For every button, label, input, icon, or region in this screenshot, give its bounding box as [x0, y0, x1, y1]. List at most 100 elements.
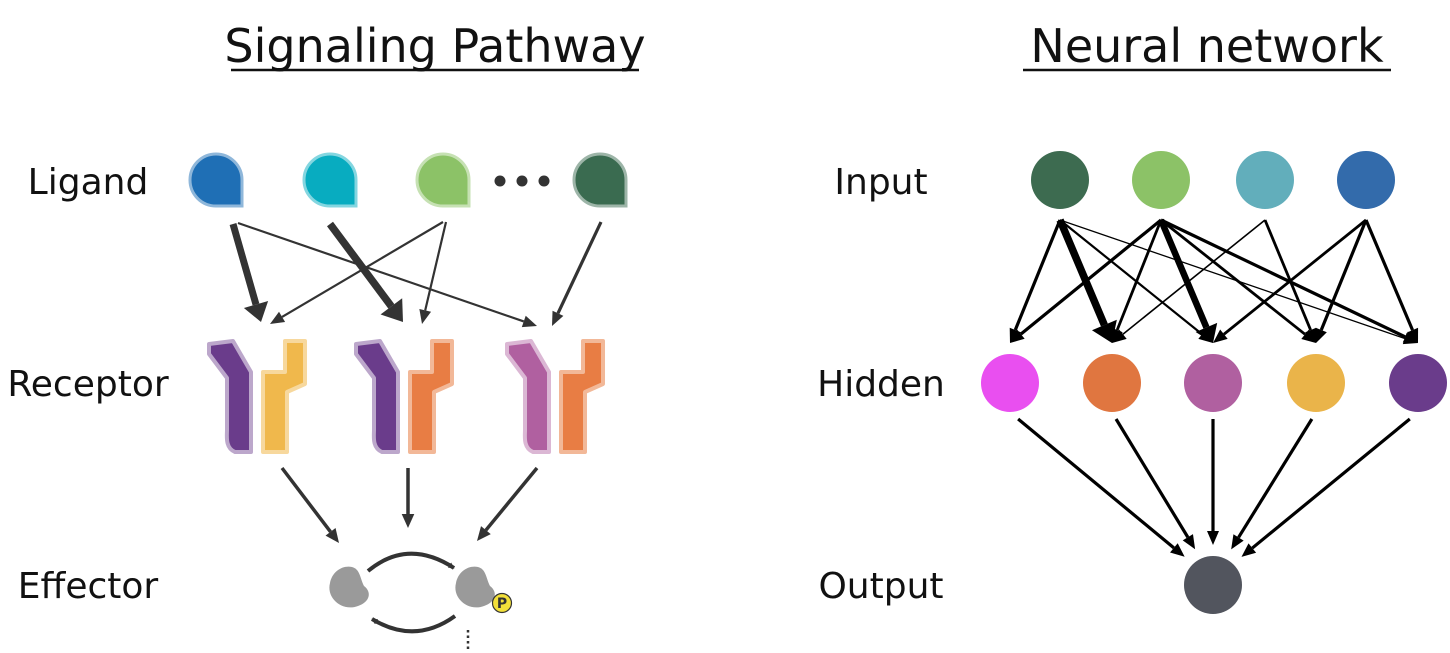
- signal-arrow-7: [280, 466, 332, 533]
- ligand-2: [302, 152, 358, 208]
- edge-input3-hidden2: [1122, 219, 1266, 335]
- edge-input3-hidden4: [1263, 219, 1312, 331]
- edge-input2-hidden1-head: [1010, 329, 1025, 343]
- signal-arrow-2: [237, 221, 525, 323]
- deactivation-arrow: [370, 614, 457, 634]
- edge-input4-hidden4-head: [1315, 327, 1327, 343]
- signal-arrow-9: [484, 466, 539, 532]
- hidden-node-1: [981, 354, 1039, 412]
- hidden-node-4: [1287, 354, 1345, 412]
- edge-hidden4-output: [1237, 418, 1314, 539]
- receptor-left-subunit: [207, 339, 253, 454]
- network-nodes: [981, 151, 1447, 614]
- edge-input1-hidden2-head: [1091, 319, 1117, 343]
- receptor-2: [354, 339, 454, 454]
- edge-input2-hidden3-head: [1195, 322, 1218, 343]
- ligand-1: [188, 152, 244, 208]
- edge-hidden5-output: [1251, 417, 1411, 550]
- output-node: [1184, 556, 1242, 614]
- ellipsis-dot: [516, 175, 528, 187]
- signal-arrow-3-head: [380, 298, 403, 322]
- signal-arrow-4: [281, 221, 444, 318]
- signal-arrow-6: [556, 221, 603, 315]
- receptor-left-subunit: [354, 339, 400, 454]
- edge-input2-hidden2: [1115, 219, 1163, 331]
- edge-hidden2-output: [1114, 418, 1190, 539]
- hidden-node-2: [1083, 354, 1141, 412]
- edge-input1-hidden3: [1059, 219, 1203, 336]
- input-node-2: [1132, 151, 1190, 209]
- signal-arrow-9-head: [477, 526, 491, 541]
- ellipsis-dot: [494, 175, 506, 187]
- input-label: Input: [834, 162, 927, 203]
- receptor-3: [505, 339, 605, 454]
- ligand-4: [572, 152, 628, 208]
- edge-input4-hidden3-head: [1213, 329, 1228, 343]
- receptor-right-subunit: [559, 339, 605, 454]
- input-node-4: [1337, 151, 1395, 209]
- edge-hidden2-output-head: [1182, 534, 1196, 550]
- signal-arrow-2-head: [521, 315, 537, 328]
- edge-hidden1-output: [1017, 417, 1175, 550]
- ligand-3: [415, 152, 471, 208]
- network-edges: [1009, 218, 1419, 557]
- edge-input1-hidden1: [1013, 219, 1062, 331]
- receptor-label: Receptor: [7, 364, 168, 405]
- edge-input4-hidden3: [1223, 218, 1367, 336]
- input-node-1: [1031, 151, 1089, 209]
- signal-arrow-6-head: [552, 310, 564, 326]
- receptors: [207, 339, 605, 454]
- receptor-right-subunit: [408, 339, 454, 454]
- edge-input4-hidden4: [1319, 219, 1368, 331]
- edge-input1-hidden5: [1059, 219, 1405, 340]
- hidden-node-3: [1184, 354, 1242, 412]
- receptor-left-subunit: [505, 339, 551, 454]
- signal-arrow-3: [326, 221, 395, 309]
- effector-protein: [329, 566, 369, 608]
- edge-input4-hidden5-head: [1407, 327, 1419, 343]
- input-node-3: [1236, 151, 1294, 209]
- signaling-title: Signaling Pathway: [224, 19, 645, 73]
- hidden-label: Hidden: [817, 364, 945, 405]
- ellipsis-dot: [538, 175, 550, 187]
- edge-input2-hidden4-head: [1301, 329, 1316, 343]
- signal-arrow-4-head: [270, 311, 286, 324]
- signaling-panel: Signaling Pathway Ligand Receptor Effect…: [7, 19, 646, 651]
- edge-hidden4-output-head: [1231, 534, 1244, 550]
- effector-label: Effector: [18, 566, 159, 607]
- receptor-1: [207, 339, 307, 454]
- phosphate-badge: [491, 592, 513, 614]
- signal-arrow-1: [229, 223, 260, 306]
- edge-input3-hidden2-head: [1112, 329, 1127, 343]
- ligand-label: Ligand: [28, 162, 149, 203]
- edge-input4-hidden5: [1364, 219, 1415, 331]
- edge-input2-hidden1: [1019, 218, 1163, 336]
- edge-hidden3-output-head: [1207, 531, 1219, 545]
- edge-input3-hidden4-head: [1305, 327, 1317, 343]
- output-label: Output: [818, 566, 943, 607]
- activation-arrow: [366, 551, 456, 573]
- effector-cycle: P: [329, 551, 513, 651]
- signaling-arrows: [229, 221, 603, 543]
- signal-arrow-5-head: [419, 308, 432, 324]
- edge-input1-hidden2: [1056, 218, 1108, 327]
- signal-arrow-7-head: [325, 528, 339, 543]
- neural-panel: Neural network Input Hidden Output: [817, 19, 1447, 614]
- edge-input2-hidden4: [1160, 218, 1306, 336]
- effector-protein-phosphorylated: [455, 566, 495, 608]
- phosphate-symbol: P: [497, 596, 507, 612]
- ligands: [188, 152, 628, 208]
- signal-arrow-5: [424, 221, 448, 311]
- ellipsis-dots: [494, 175, 550, 187]
- edge-hidden1-output-head: [1170, 543, 1185, 557]
- edge-input2-hidden5-head: [1402, 331, 1418, 343]
- receptor-right-subunit: [261, 339, 307, 454]
- edge-hidden5-output-head: [1241, 543, 1257, 557]
- signal-arrow-8-head: [401, 514, 415, 528]
- signal-arrow-1-head: [243, 301, 269, 322]
- hidden-node-5: [1389, 354, 1447, 412]
- edge-input2-hidden5: [1160, 218, 1407, 339]
- edge-input2-hidden3: [1158, 218, 1210, 329]
- neural-title: Neural network: [1030, 19, 1384, 73]
